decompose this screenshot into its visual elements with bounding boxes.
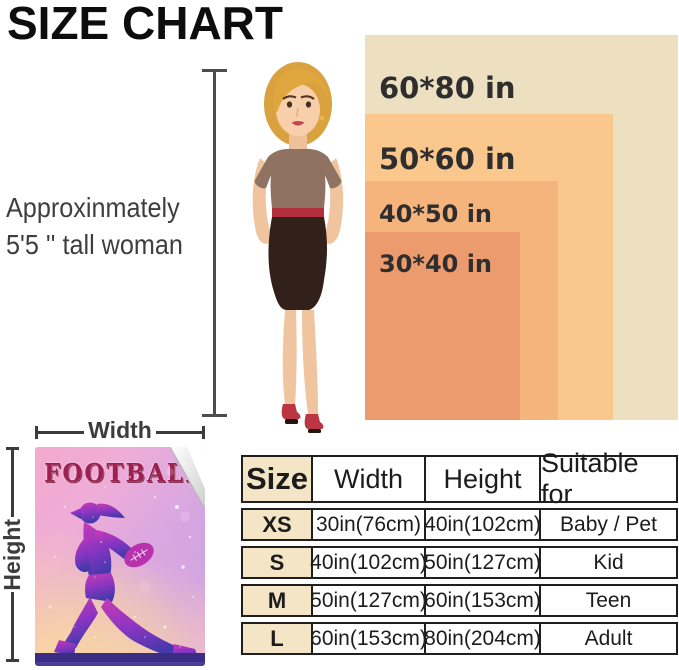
cell-size: L [243, 624, 311, 653]
woman-earring [319, 115, 325, 121]
player-silhouette [54, 502, 199, 660]
tick-bottom [5, 659, 19, 662]
blanket-bottom-strip-edge [35, 662, 205, 666]
table-row-s: S 40in(102cm) 50in(127cm) Kid [241, 546, 678, 579]
woman-shoe-left-sole [285, 419, 298, 424]
woman-leg-right [302, 310, 318, 414]
football-player-graphic [35, 447, 205, 666]
folded-corner [169, 447, 205, 510]
table-header-row: Size Width Height Suitable for [241, 448, 678, 509]
width-measure-line: Width [35, 417, 205, 443]
size-box-label: 50*60 in [379, 142, 516, 176]
col-header-size: Size [243, 457, 311, 501]
blanket-bottom-strip [35, 653, 205, 662]
woman-skirt [268, 217, 327, 310]
cell-size: M [243, 586, 311, 615]
cell-suitable-for: Teen [539, 586, 676, 615]
woman-shoe-right [304, 414, 324, 429]
size-box-30x40: 30*40 in [365, 232, 520, 420]
table-row-l: L 60in(153cm) 80in(204cm) Adult [241, 622, 678, 655]
width-label: Width [88, 416, 152, 443]
woman-bangs [274, 69, 328, 112]
height-measure-line: Height [0, 447, 25, 662]
person-caption-line2: 5'5 '' tall woman [6, 228, 183, 260]
size-box-label: 60*80 in [379, 71, 516, 105]
height-label: Height [0, 518, 25, 591]
size-table: Size Width Height Suitable for XS 30in(7… [241, 448, 678, 660]
ruler-top-cap [202, 69, 227, 72]
woman-illustration [252, 62, 344, 433]
person-caption-line1: Approxinmately [6, 192, 180, 223]
person-caption: Approxinmately 5'5 '' tall woman [6, 190, 183, 264]
size-box-label: 30*40 in [379, 250, 493, 278]
woman-eye-right [305, 101, 312, 108]
person-height-ruler [202, 69, 227, 417]
cell-suitable-for: Baby / Pet [539, 510, 676, 539]
page-title: SIZE CHART [7, 0, 283, 49]
cell-height: 60in(153cm) [424, 586, 541, 615]
cell-suitable-for: Adult [539, 624, 676, 653]
woman-leg-left [282, 310, 297, 404]
cell-size: S [243, 548, 311, 577]
table-row-xs: XS 30in(76cm) 40in(102cm) Baby / Pet [241, 508, 678, 541]
col-header-suitable-for: Suitable for [539, 448, 676, 509]
blanket-brand-text: FOOTBALL [44, 459, 204, 489]
col-header-height: Height [424, 457, 539, 501]
table-row-m: M 50in(127cm) 60in(153cm) Teen [241, 584, 678, 617]
blanket-product-image: FOOTBALL [35, 447, 205, 666]
cell-width: 50in(127cm) [310, 586, 427, 615]
woman-eyebrow-left [282, 95, 297, 100]
tick-top [5, 447, 19, 450]
ruler-bottom-cap [202, 414, 227, 417]
woman-eye-left [286, 101, 293, 108]
cell-height: 50in(127cm) [424, 548, 541, 577]
cell-height: 40in(102cm) [424, 510, 541, 539]
woman-lips [291, 121, 305, 126]
tick-left [35, 425, 38, 439]
woman-nose [296, 107, 299, 117]
cell-width: 40in(102cm) [310, 548, 427, 577]
player-glitter [74, 516, 181, 648]
size-box-label: 40*50 in [379, 200, 493, 228]
tick-right [202, 425, 205, 439]
cell-width: 30in(76cm) [311, 510, 424, 539]
cell-height: 80in(204cm) [424, 624, 541, 653]
woman-belt [272, 208, 324, 217]
football-ball [124, 542, 154, 568]
col-header-width: Width [311, 457, 424, 501]
cell-width: 60in(153cm) [310, 624, 427, 653]
woman-shoe-right-sole [308, 429, 321, 433]
woman-eyebrow-right [300, 95, 315, 100]
woman-shoe-left [281, 404, 301, 419]
cell-size: XS [243, 510, 311, 539]
woman-top [254, 148, 342, 208]
cell-suitable-for: Kid [539, 548, 676, 577]
